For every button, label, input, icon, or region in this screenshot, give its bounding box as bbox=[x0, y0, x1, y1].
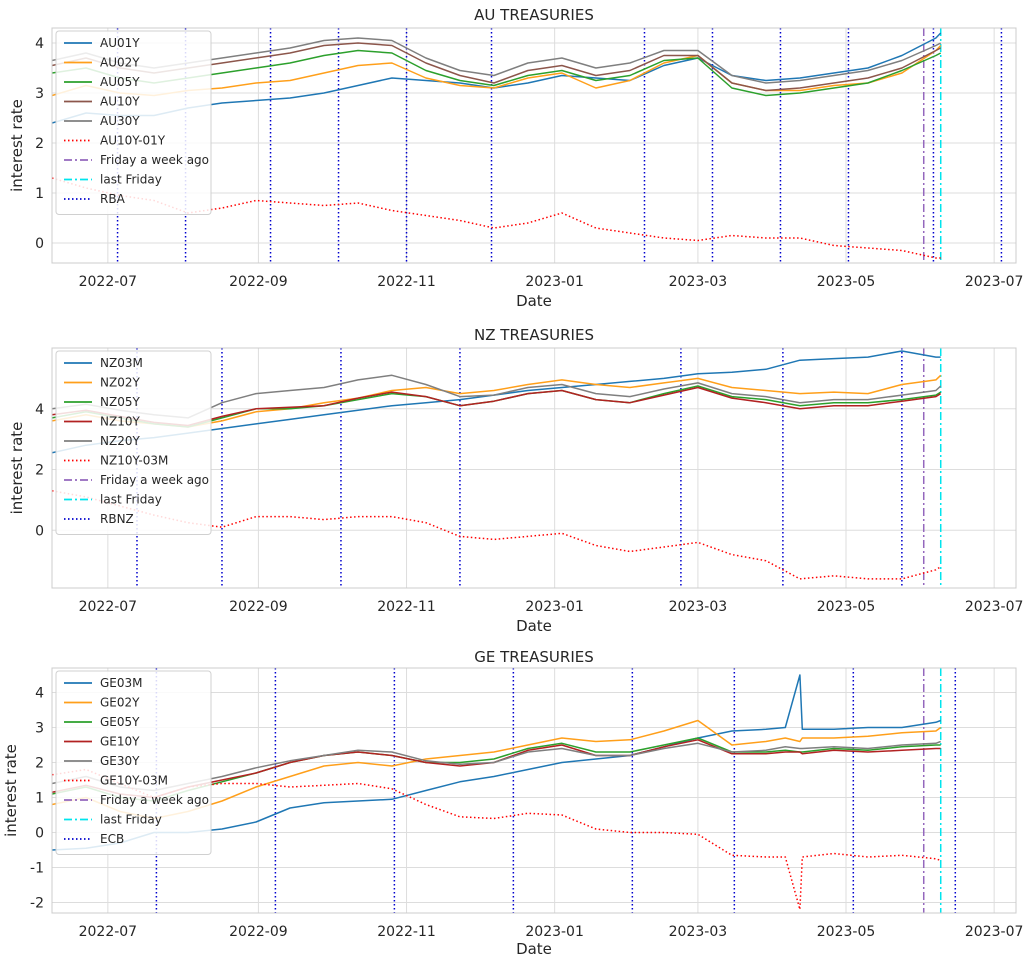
y-tick-label: 4 bbox=[35, 402, 44, 418]
series-line bbox=[52, 719, 942, 820]
series-line bbox=[52, 768, 941, 911]
legend-label: AU02Y bbox=[100, 56, 140, 70]
x-tick-label: 2023-05 bbox=[817, 924, 876, 940]
x-tick-label: 2022-09 bbox=[229, 274, 288, 290]
x-tick-label: 2023-07 bbox=[965, 599, 1024, 615]
y-tick-label: 0 bbox=[35, 523, 44, 539]
legend-label: RBA bbox=[100, 192, 126, 206]
x-tick-label: 2023-03 bbox=[669, 599, 728, 615]
plot-content bbox=[52, 668, 957, 913]
legend-box bbox=[55, 670, 212, 855]
y-tick-label: 1 bbox=[35, 186, 44, 202]
x-tick-label: 2023-03 bbox=[669, 924, 728, 940]
legend-label: NZ10Y-03M bbox=[100, 454, 168, 468]
axes-frame bbox=[51, 667, 1017, 914]
axes-frame bbox=[51, 347, 1017, 589]
chart-panel: 2022-07 2022-09 2022-11 2023-01 2023-03 2023-… bbox=[2, 648, 1023, 958]
x-tick-label: 2022-11 bbox=[377, 924, 436, 940]
y-tick-label: 4 bbox=[35, 686, 44, 702]
y-tick-label: 3 bbox=[35, 86, 44, 102]
y-tick-label: 2 bbox=[35, 756, 44, 772]
legend: GE03M GE02Y GE05Y GE10Y GE30Y GE10Y-03M Friday… bbox=[55, 670, 212, 855]
series-line bbox=[52, 737, 941, 802]
x-axis-label: Date bbox=[516, 617, 552, 635]
legend-label: NZ05Y bbox=[100, 395, 140, 409]
legend-label: AU10Y-01Y bbox=[100, 134, 166, 148]
y-axis-label: interest rate bbox=[8, 422, 26, 515]
x-tick-label: 2022-09 bbox=[229, 924, 288, 940]
x-tick-label: 2023-01 bbox=[525, 274, 584, 290]
series-line bbox=[52, 674, 941, 851]
axes-frame bbox=[51, 27, 1017, 264]
plot-area bbox=[51, 347, 1017, 589]
y-tick-label: 0 bbox=[35, 826, 44, 842]
chart-title: AU TREASURIES bbox=[474, 6, 594, 24]
legend-box bbox=[55, 350, 212, 535]
y-tick-label: 2 bbox=[35, 463, 44, 479]
x-tick-label: 2023-07 bbox=[965, 924, 1024, 940]
y-tick-label: 4 bbox=[35, 36, 44, 52]
x-tick-label: 2022-11 bbox=[377, 274, 436, 290]
series-line bbox=[52, 177, 941, 259]
legend-label: GE30Y bbox=[100, 754, 140, 768]
legend-label: NZ10Y bbox=[100, 415, 140, 429]
legend-label: Friday a week ago bbox=[100, 153, 209, 167]
x-tick-label: 2022-11 bbox=[377, 599, 436, 615]
legend-label: NZ03M bbox=[100, 356, 143, 370]
y-axis-label: interest rate bbox=[8, 99, 26, 192]
legend-label: AU05Y bbox=[100, 75, 140, 89]
y-tick-label: 3 bbox=[35, 721, 44, 737]
x-tick-label: 2023-05 bbox=[817, 274, 876, 290]
legend-label: GE05Y bbox=[100, 715, 140, 729]
legend-label: GE03M bbox=[100, 676, 143, 690]
y-tick-label: 1 bbox=[35, 791, 44, 807]
legend: AU01Y AU02Y AU05Y AU10Y AU30Y AU10Y-01Y Friday… bbox=[55, 30, 212, 215]
legend-label: ECB bbox=[100, 832, 124, 846]
x-tick-label: 2023-01 bbox=[525, 924, 584, 940]
chart-title: GE TREASURIES bbox=[474, 648, 594, 666]
y-tick-label: 0 bbox=[35, 236, 44, 252]
x-tick-label: 2022-09 bbox=[229, 599, 288, 615]
x-tick-label: 2023-03 bbox=[669, 274, 728, 290]
x-tick-label: 2022-07 bbox=[79, 274, 138, 290]
legend-label: GE10Y-03M bbox=[100, 774, 168, 788]
chart-panel: 2022-07 2022-09 2022-11 2023-01 2023-03 2023-… bbox=[8, 326, 1023, 635]
legend-box bbox=[55, 30, 212, 215]
x-axis-label: Date bbox=[516, 292, 552, 310]
legend-label: NZ02Y bbox=[100, 376, 140, 390]
y-tick-label: -1 bbox=[30, 861, 44, 877]
legend-label: NZ20Y bbox=[100, 434, 140, 448]
y-tick-label: 2 bbox=[35, 136, 44, 152]
y-axis-label: interest rate bbox=[2, 744, 20, 837]
x-tick-label: 2023-07 bbox=[965, 274, 1024, 290]
legend-label: last Friday bbox=[100, 493, 162, 507]
x-tick-label: 2023-01 bbox=[525, 599, 584, 615]
legend-label: AU30Y bbox=[100, 114, 140, 128]
legend-label: last Friday bbox=[100, 813, 162, 827]
y-tick-label: -2 bbox=[30, 896, 44, 912]
legend-label: Friday a week ago bbox=[100, 473, 209, 487]
legend-label: AU10Y bbox=[100, 95, 140, 109]
x-tick-label: 2022-07 bbox=[79, 599, 138, 615]
legend: NZ03M NZ02Y NZ05Y NZ10Y NZ20Y NZ10Y-03M Friday… bbox=[55, 350, 212, 535]
legend-label: GE10Y bbox=[100, 735, 140, 749]
legend-label: GE02Y bbox=[100, 696, 140, 710]
legend-label: last Friday bbox=[100, 173, 162, 187]
chart-panel: 2022-07 2022-09 2022-11 2023-01 2023-03 2023-… bbox=[8, 6, 1023, 310]
legend-label: AU01Y bbox=[100, 36, 140, 50]
series-line bbox=[52, 740, 941, 792]
chart-title: NZ TREASURIES bbox=[474, 326, 594, 344]
plot-area bbox=[51, 27, 1017, 264]
x-axis-label: Date bbox=[516, 940, 552, 958]
series-line bbox=[52, 739, 941, 799]
x-tick-label: 2023-05 bbox=[817, 599, 876, 615]
legend-label: Friday a week ago bbox=[100, 793, 209, 807]
x-tick-label: 2022-07 bbox=[79, 924, 138, 940]
legend-label: RBNZ bbox=[100, 512, 134, 526]
